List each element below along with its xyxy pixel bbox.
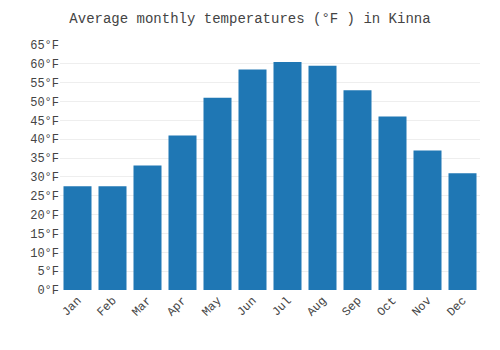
svg-text:0°F: 0°F: [37, 284, 59, 298]
svg-text:Feb: Feb: [94, 294, 119, 319]
svg-text:65°F: 65°F: [30, 39, 59, 53]
svg-text:Dec: Dec: [444, 294, 469, 319]
svg-text:30°F: 30°F: [30, 171, 59, 185]
svg-text:Mar: Mar: [129, 294, 154, 319]
svg-text:May: May: [199, 294, 224, 319]
svg-text:Jul: Jul: [269, 294, 294, 319]
svg-text:Nov: Nov: [409, 294, 434, 319]
svg-text:35°F: 35°F: [30, 152, 59, 166]
svg-text:Jun: Jun: [234, 294, 259, 319]
svg-text:Sep: Sep: [339, 294, 364, 319]
svg-text:55°F: 55°F: [30, 77, 59, 91]
svg-text:45°F: 45°F: [30, 115, 59, 129]
svg-text:Oct: Oct: [374, 294, 399, 319]
svg-text:15°F: 15°F: [30, 228, 59, 242]
svg-text:50°F: 50°F: [30, 96, 59, 110]
svg-text:Apr: Apr: [164, 294, 189, 319]
svg-text:Average monthly temperatures (: Average monthly temperatures (°F ) in Ki…: [69, 11, 430, 27]
svg-text:Aug: Aug: [304, 294, 329, 319]
svg-text:20°F: 20°F: [30, 209, 59, 223]
svg-text:Jan: Jan: [59, 294, 84, 319]
svg-text:5°F: 5°F: [37, 265, 59, 279]
svg-text:60°F: 60°F: [30, 58, 59, 72]
svg-text:10°F: 10°F: [30, 247, 59, 261]
svg-text:40°F: 40°F: [30, 133, 59, 147]
svg-text:25°F: 25°F: [30, 190, 59, 204]
